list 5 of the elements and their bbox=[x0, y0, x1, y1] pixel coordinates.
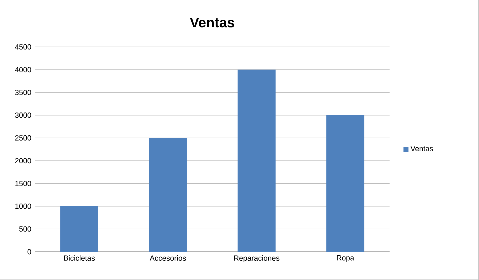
bar bbox=[60, 206, 98, 252]
bar bbox=[238, 70, 276, 252]
bar bbox=[149, 138, 188, 252]
bar bbox=[326, 115, 365, 252]
chart-title: Ventas bbox=[190, 18, 234, 28]
